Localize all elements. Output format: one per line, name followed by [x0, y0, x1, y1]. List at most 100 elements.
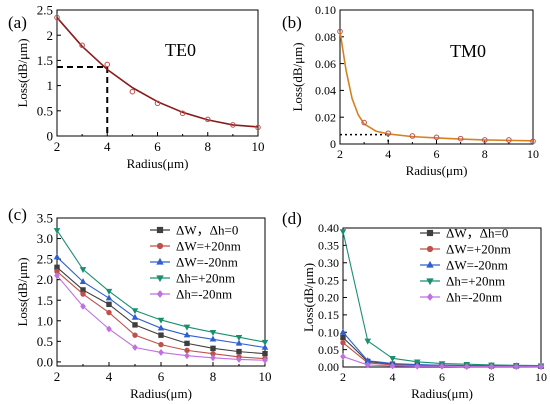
curve-annotation: TE0: [165, 40, 196, 60]
y-tick-label: 0.08: [315, 30, 336, 44]
x-tick-label: 8: [482, 147, 488, 161]
data-point: [158, 349, 164, 356]
data-point: [104, 61, 111, 68]
y-tick-label: 2.5: [37, 252, 53, 267]
legend-label: ΔW=+20nm: [176, 239, 241, 254]
data-point: [262, 350, 268, 357]
data-point: [364, 361, 371, 369]
x-axis-label: Radius(μm): [406, 163, 468, 178]
data-point: [132, 322, 138, 328]
data-point: [210, 354, 216, 362]
y-axis-label: Loss(dB/μm): [290, 42, 305, 111]
data-point: [54, 272, 60, 279]
legend-marker: [426, 229, 434, 237]
panel-label: (a): [8, 13, 27, 32]
data-point: [105, 288, 113, 295]
data-point: [79, 267, 87, 274]
data-point: [433, 134, 440, 141]
y-axis-label: Loss(dB/μm): [301, 263, 316, 332]
legend-label: Δh=-20nm: [446, 290, 502, 305]
data-point: [361, 119, 367, 126]
series-line-3: [342, 231, 542, 367]
data-point: [54, 14, 60, 21]
legend-marker: [156, 226, 164, 234]
curve-annotation: TM0: [450, 41, 486, 61]
data-point: [339, 229, 347, 236]
data-point: [204, 116, 211, 123]
chart-panel-c: 2 4 6 8 10 0.0 0.5 1.0 1.5 2.0 2.5 3.0 3.5 Radius(μm)…: [8, 205, 272, 401]
series-line-2: [342, 331, 541, 367]
data-point: [409, 133, 416, 139]
plot-frame: [342, 227, 542, 368]
data-point: [184, 347, 190, 354]
x-tick-label: 2: [337, 147, 343, 161]
y-tick-label: 0.30: [318, 256, 339, 270]
x-tick-label: 2: [54, 139, 61, 154]
y-tick-label: 3.5: [37, 211, 53, 226]
legend-marker: [426, 278, 434, 286]
plot-frame: [56, 9, 259, 137]
x-axis-label: Radius(μm): [130, 386, 192, 401]
y-tick-label: 0.02: [315, 110, 336, 124]
data-point: [530, 138, 536, 145]
data-point: [488, 363, 495, 371]
x-tick-label: 10: [527, 147, 539, 161]
y-tick-label: 2.5: [37, 3, 53, 18]
chart-panel-d: 2 4 6 8 10 0.00 0.05 0.10 0.15 0.20 0.25 0.30 0.35 0.…: [282, 209, 547, 401]
legend-label: Δh=+20nm: [446, 274, 505, 289]
y-axis-label: Loss(dB/μm): [15, 38, 30, 107]
x-tick-label: 10: [259, 369, 272, 384]
data-point: [236, 356, 242, 363]
data-point: [129, 88, 136, 95]
legend-marker: [426, 245, 434, 253]
data-point: [230, 122, 236, 128]
y-tick-label: 0.0: [37, 354, 53, 369]
data-point: [179, 110, 186, 117]
data-point: [79, 278, 87, 284]
data-point: [385, 130, 392, 137]
data-point: [340, 334, 346, 341]
y-tick-label: 0.25: [318, 273, 339, 287]
data-point: [183, 331, 191, 338]
x-tick-label: 8: [210, 369, 217, 384]
data-point: [80, 302, 86, 310]
data-point: [261, 339, 269, 346]
data-point: [439, 362, 445, 370]
legend-marker: [426, 293, 434, 301]
panel-label: (d): [282, 209, 302, 228]
y-tick-label: 2.0: [37, 272, 53, 287]
y-tick-label: 2: [47, 28, 54, 43]
y-tick-label: 0.20: [318, 291, 339, 305]
data-point: [131, 313, 139, 320]
data-point: [340, 353, 346, 360]
y-tick-label: 0.5: [37, 334, 53, 349]
data-point: [158, 332, 164, 338]
y-tick-label: 0.04: [315, 84, 336, 98]
x-tick-label: 6: [439, 370, 445, 384]
y-tick-label: 1: [47, 78, 54, 93]
data-point: [538, 363, 544, 371]
data-point: [106, 309, 112, 316]
y-tick-label: 0.40: [318, 221, 339, 235]
data-point: [209, 335, 217, 342]
legend-label: ΔW=+20nm: [446, 242, 511, 257]
legend-marker: [156, 242, 164, 250]
data-point: [158, 341, 164, 348]
legend-marker: [156, 290, 164, 298]
x-tick-label: 6: [154, 139, 161, 154]
y-tick-label: 3.0: [37, 231, 53, 246]
data-point: [337, 28, 343, 35]
data-point: [183, 324, 191, 331]
data-point: [463, 363, 470, 371]
y-axis-label: Loss(dB/μm): [15, 257, 30, 326]
data-point: [413, 359, 421, 366]
data-point: [513, 363, 520, 371]
data-point: [79, 42, 85, 49]
x-tick-label: 4: [106, 369, 113, 384]
data-point: [255, 124, 261, 131]
data-point: [389, 356, 396, 362]
legend-label: ΔW，Δh=0: [446, 226, 508, 241]
y-tick-label: 0.06: [315, 57, 336, 71]
